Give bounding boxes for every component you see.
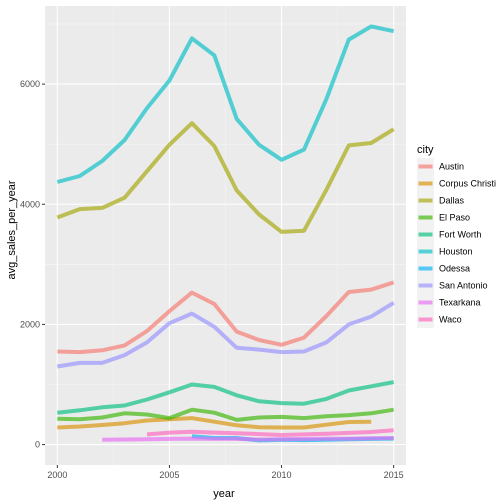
series-line-waco (146, 428, 394, 437)
series-line-houston (56, 24, 395, 184)
y-tick-label: 0 (35, 440, 40, 450)
series-lines (56, 24, 395, 443)
series-line-austin (57, 280, 395, 355)
x-tick-label: 2005 (159, 470, 179, 480)
legend-item-label: San Antonio (439, 281, 488, 291)
legend-item-label: Dallas (439, 196, 465, 206)
x-axis-ticks: 2000 2005 2010 2015 (47, 465, 404, 480)
legend-item-label: Fort Worth (439, 230, 481, 240)
series-line-corpus-christi (57, 416, 372, 430)
legend-item-label: Waco (439, 315, 462, 325)
y-axis-ticks: 0 2000 4000 6000 (20, 79, 45, 450)
x-axis-title: year (213, 488, 235, 500)
y-tick-label: 6000 (20, 79, 40, 89)
legend-item-label: Odessa (439, 264, 470, 274)
legend: city Austin Corpus Christi Dallas El Paso Fo… (417, 144, 496, 328)
series-line-el-paso (57, 407, 395, 422)
series-line-fort-worth (57, 380, 395, 415)
legend-title: city (417, 144, 434, 156)
y-tick-label: 2000 (20, 319, 40, 329)
y-tick-label: 4000 (20, 199, 40, 209)
series-line-texarkana (102, 436, 394, 442)
legend-item-label: Austin (439, 162, 464, 172)
series-line-dallas (56, 121, 395, 234)
legend-item-label: El Paso (439, 213, 470, 223)
y-axis-title: avg_sales_per_year (6, 180, 18, 279)
x-tick-label: 2015 (384, 470, 404, 480)
legend-item-label: Corpus Christi (439, 179, 496, 189)
x-tick-label: 2010 (272, 470, 292, 480)
x-tick-label: 2000 (47, 470, 67, 480)
legend-item-label: Houston (439, 247, 473, 257)
series-line-san-antonio (56, 301, 395, 369)
legend-item-label: Texarkana (439, 298, 481, 308)
